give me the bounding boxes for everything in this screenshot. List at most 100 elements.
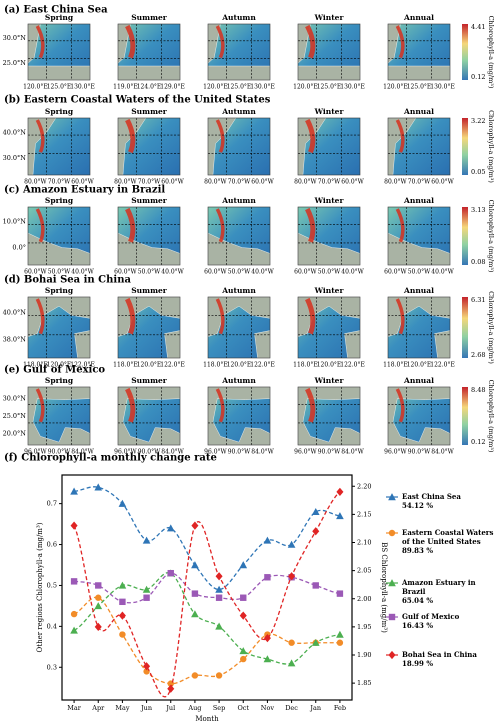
legend-rate: 89.83 % — [402, 546, 434, 555]
colorbar-max: 4.41 — [471, 23, 485, 31]
map — [207, 206, 271, 266]
y-axis-label: Other regions Chlorophyll-a (mg/m³) — [36, 522, 44, 652]
point — [263, 633, 271, 643]
map — [207, 117, 271, 176]
point — [191, 610, 199, 618]
y2-tick-label: 1.85 — [357, 679, 371, 687]
map — [297, 296, 361, 359]
point — [336, 487, 344, 497]
point — [191, 521, 199, 530]
x-tick-label: Apr — [91, 704, 105, 712]
map-coastal-high — [125, 387, 136, 423]
map-x-tick-label: 60.0°W — [431, 179, 454, 186]
x-tick-label: Jul — [165, 704, 175, 712]
x-tick-label: Sep — [213, 704, 225, 712]
map — [297, 23, 361, 81]
y-tick-label: 0.4 — [47, 622, 57, 630]
point — [312, 582, 319, 589]
x-tick-label: Feb — [334, 704, 346, 712]
map-y-tick-label: 30.0°N — [3, 34, 27, 42]
point — [388, 650, 396, 660]
point — [118, 581, 127, 589]
point — [191, 672, 199, 679]
season-label: Autumn — [221, 376, 256, 385]
map-x-tick-label: 96.0°W — [204, 449, 227, 456]
map — [297, 206, 361, 266]
season-label: Winter — [314, 376, 345, 385]
map-x-tick-label: 60.0°W — [161, 179, 184, 186]
map-x-tick-label: 120.0°E — [407, 362, 432, 369]
panel-title: (c) Amazon Estuary in Brazil — [4, 185, 165, 196]
map-coastal-high — [305, 387, 316, 423]
map-x-tick-label: 118.0°E — [383, 362, 408, 369]
legend-rate: 65.04 % — [402, 596, 434, 605]
map-x-tick-label: 80.0°W — [24, 179, 47, 186]
map-coastal-high — [35, 25, 45, 59]
map-x-tick-label: 50.0°W — [138, 269, 161, 276]
point — [70, 578, 78, 585]
x-tick-label: Jan — [309, 704, 321, 712]
map-y-tick-label: 25.0°N — [3, 412, 27, 420]
season-label: Spring — [45, 286, 74, 295]
map-frame — [297, 206, 361, 266]
series-line — [73, 491, 341, 698]
map-x-tick-label: 70.0°W — [408, 179, 431, 186]
legend-marker-box — [386, 613, 398, 621]
map — [297, 117, 361, 176]
season-label: Summer — [131, 196, 168, 205]
legend-rate: 18.99 % — [402, 659, 434, 668]
map-y-tick-label: 38.0°N — [3, 336, 27, 344]
colorbar-min: 0.12 — [471, 438, 485, 446]
map-y-tick-label: 30.0°N — [3, 395, 27, 403]
map-x-tick-label: 70.0°W — [48, 179, 71, 186]
map-frame — [117, 386, 181, 446]
point — [264, 574, 271, 581]
legend-marker-box — [386, 529, 398, 537]
point — [288, 639, 295, 646]
y2-tick-label: 2.10 — [357, 539, 371, 547]
legend-label: Bohai Sea in China — [402, 650, 477, 659]
season-label: Summer — [131, 107, 168, 116]
map-x-tick-label: 130.0°E — [70, 84, 95, 91]
map-coastal-high — [35, 119, 45, 153]
point — [119, 631, 126, 638]
map-x-tick-label: 118.0°E — [113, 362, 138, 369]
legend-entry: East China Sea 54.12 % — [402, 492, 498, 510]
legend-entry: Amazon Estuary in Brazil 65.04 % — [402, 578, 498, 605]
season-label: Winter — [314, 196, 345, 205]
map-y-tick-label: 10.0°N — [3, 218, 27, 226]
legend-marker-box — [386, 493, 398, 501]
map-x-tick-label: 90.0°W — [48, 449, 71, 456]
x-tick-label: Dec — [285, 704, 298, 712]
series-line — [73, 596, 340, 685]
point — [167, 684, 175, 693]
map-x-tick-label: 125.0°E — [227, 84, 252, 91]
map-x-tick-label: 130.0°E — [250, 84, 275, 91]
map-x-tick-label: 125.0°E — [407, 84, 432, 91]
map-x-tick-label: 84.0°W — [71, 449, 94, 456]
map-x-tick-label: 60.0°W — [71, 179, 94, 186]
map — [387, 206, 451, 266]
map-y-tick-label: 30.0°N — [3, 154, 27, 162]
colorbar-label: Chlorophyll-a (mg/m³) — [487, 200, 495, 273]
map-x-tick-label: 60.0°W — [24, 269, 47, 276]
map-x-tick-label: 50.0°W — [318, 269, 341, 276]
point — [215, 622, 223, 630]
point — [143, 594, 150, 601]
map-frame — [27, 296, 91, 359]
point — [336, 590, 344, 597]
map-coastal-high — [395, 388, 405, 423]
season-label: Autumn — [221, 286, 256, 295]
map-y-tick-label: 25.0°N — [3, 59, 27, 67]
point — [70, 487, 78, 495]
map — [27, 206, 91, 266]
map-coastal-high — [35, 208, 45, 243]
map-frame — [207, 23, 271, 81]
y-tick-label: 0.3 — [47, 663, 57, 671]
x-tick-label: May — [115, 704, 130, 712]
point — [240, 655, 247, 663]
season-label: Annual — [403, 107, 434, 116]
point — [95, 594, 102, 601]
map-frame — [387, 386, 451, 446]
